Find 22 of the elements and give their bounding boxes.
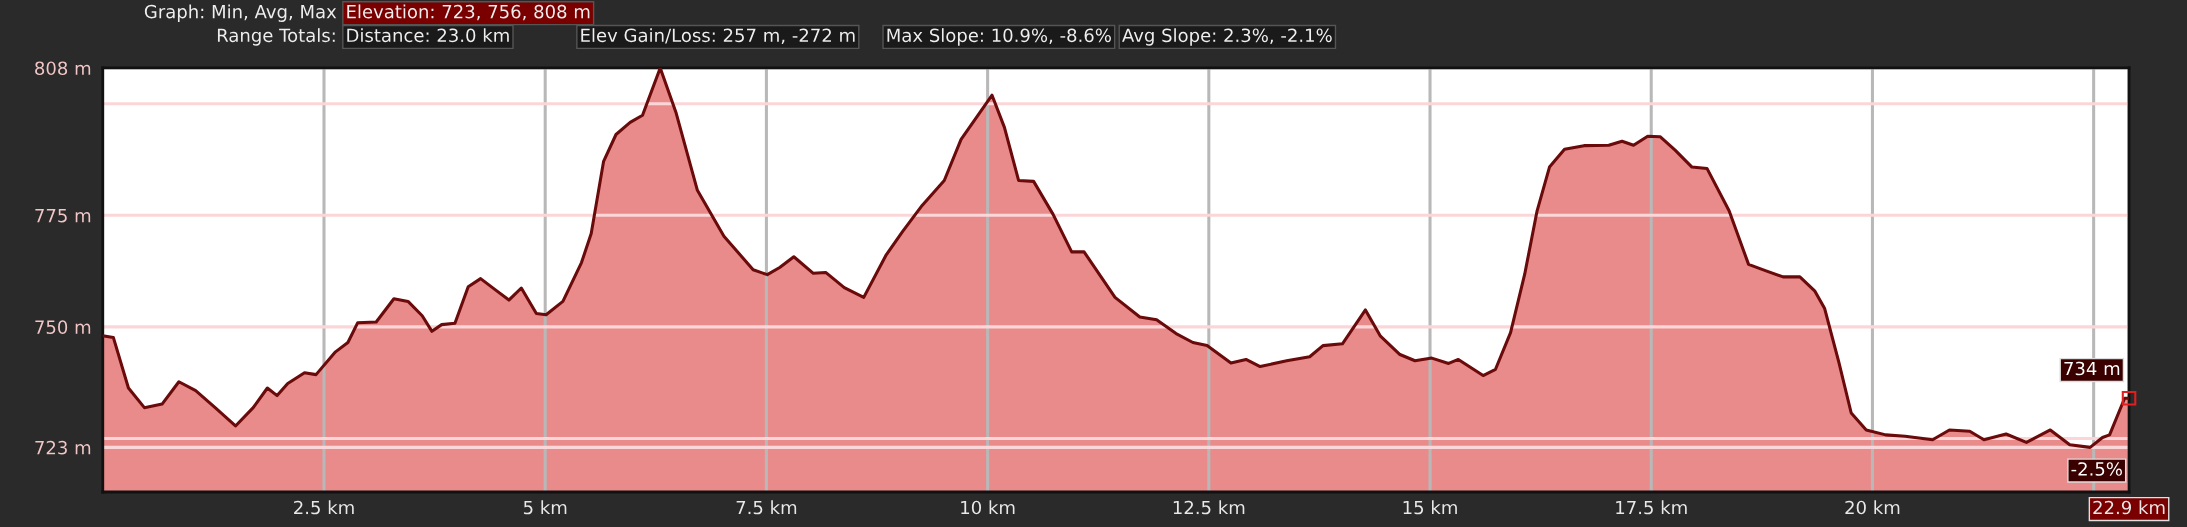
x-tick-label: 10 km — [961, 500, 1015, 515]
x-tick-label: 12.5 km — [1173, 500, 1245, 515]
y-tick-label: 775 m — [35, 208, 91, 223]
x-tick-label: 17.5 km — [1616, 500, 1687, 515]
text: Elevation: 723, 756, 808 m — [347, 4, 590, 21]
annotation: -2.5% — [2071, 462, 2122, 476]
annotation: 734 m — [2064, 361, 2120, 376]
x-tick-label: 15 km — [1403, 500, 1457, 515]
y-tick-label: 750 m — [35, 320, 91, 334]
x-tick-label: 5 km — [523, 500, 567, 515]
x-tick-label: 7.5 km — [736, 500, 797, 515]
x-tick-label: 22.9 km — [2093, 500, 2165, 515]
text: Elev Gain/Loss: 257 m, -272 m — [581, 28, 855, 44]
text: Range Totals: — [217, 28, 335, 46]
text: Max Slope: 10.9%, -8.6% — [887, 28, 1111, 46]
text: Graph: Min, Avg, Max — [144, 4, 337, 22]
text: Distance: 23.0 km — [347, 28, 509, 43]
text: Avg Slope: 2.3%, -2.1% — [1122, 28, 1332, 46]
x-tick-label: 2.5 km — [294, 500, 354, 515]
y-tick-label: 723 m — [35, 440, 91, 455]
x-tick-label: 20 km — [1845, 500, 1900, 515]
y-tick-label: 808 m — [35, 61, 91, 76]
